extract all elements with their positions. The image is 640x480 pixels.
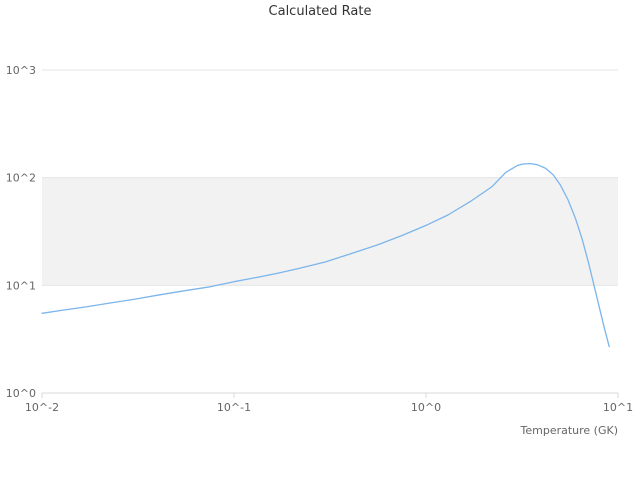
x-tick-label: 10^-2 [25,401,59,414]
x-tick-label: 10^1 [603,401,633,414]
y-tick-label: 10^2 [6,172,36,185]
x-tick-label: 10^0 [411,401,441,414]
chart-title: Calculated Rate [268,4,372,19]
rate-series-line [41,162,610,348]
y-tick-label: 10^3 [6,64,36,77]
x-tick-label: 10^-1 [217,401,251,414]
y-tick-label: 10^0 [6,387,36,400]
plot-band [42,177,618,286]
y-tick-label: 10^1 [6,279,36,292]
x-axis-title: Temperature (GK) [520,424,619,437]
